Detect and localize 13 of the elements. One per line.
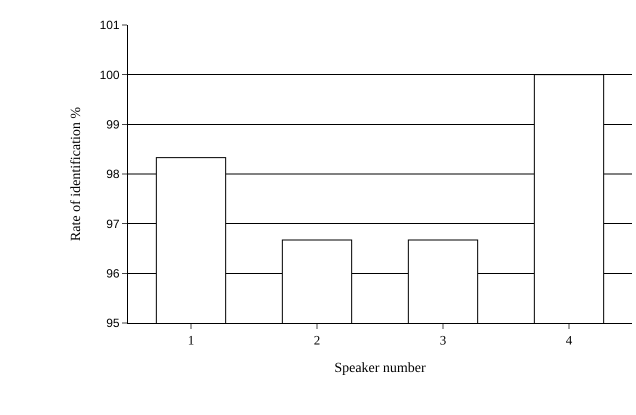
x-axis-title: Speaker number <box>334 360 426 376</box>
y-tick-label: 97 <box>106 216 120 231</box>
x-tick-label: 4 <box>566 332 573 348</box>
y-tick-label: 95 <box>106 316 120 330</box>
y-axis-title: Rate of identification % <box>69 106 84 242</box>
y-tick-label: 99 <box>106 118 120 132</box>
y-tick-label: 101 <box>100 18 120 32</box>
x-tick-label: 3 <box>440 332 446 348</box>
y-tick-label: 96 <box>106 266 120 281</box>
x-tick-label: 1 <box>188 332 194 348</box>
y-tick-label: 98 <box>106 167 120 182</box>
y-tick-label: 100 <box>100 68 120 82</box>
x-tick-label: 2 <box>314 332 320 348</box>
